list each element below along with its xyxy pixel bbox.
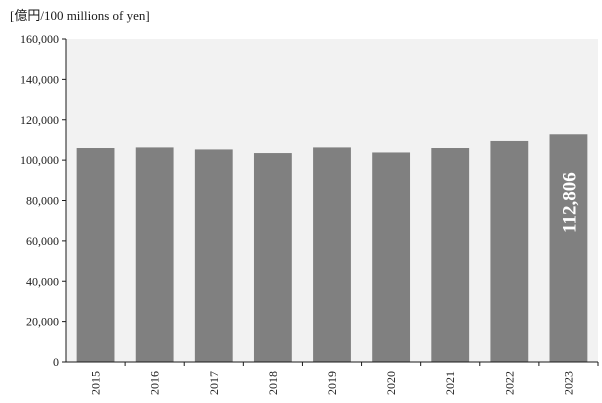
y-axis-unit-label: [億円/100 millions of yen] (10, 8, 150, 23)
data-label-2023: 112,806 (559, 172, 580, 233)
x-ticks-group: 2015 2016 2017 2018 2019 2020 2021 2022 2023 (89, 362, 599, 395)
y-tick-label: 80,000 (26, 194, 59, 208)
x-tick-label-2018: 2018 (266, 371, 280, 395)
bar-2020 (372, 152, 411, 362)
bar-2021 (431, 148, 470, 362)
bars-group (76, 134, 588, 362)
x-tick-label-2015: 2015 (89, 371, 103, 395)
x-tick-label-2017: 2017 (207, 371, 221, 395)
bar-2018 (253, 153, 292, 362)
x-tick-label-2021: 2021 (443, 371, 457, 395)
y-tick-label: 140,000 (20, 72, 59, 86)
y-tick-label: 40,000 (26, 274, 59, 288)
x-tick-label-2023: 2023 (561, 371, 575, 395)
y-tick-label: 0 (53, 355, 59, 369)
bar-2023 (549, 134, 588, 362)
x-tick-label-2019: 2019 (325, 371, 339, 395)
bar-2022 (490, 140, 529, 362)
y-tick-label: 100,000 (20, 153, 59, 167)
y-tick-label: 60,000 (26, 234, 59, 248)
y-tick-label: 160,000 (20, 32, 59, 46)
x-tick-label-2016: 2016 (148, 371, 162, 395)
bar-2015 (76, 148, 115, 362)
y-tick-label: 20,000 (26, 315, 59, 329)
bar-2019 (313, 147, 351, 362)
data-labels-group: 112,806 (559, 172, 580, 233)
x-tick-label-2020: 2020 (384, 371, 398, 395)
y-tick-label: 120,000 (20, 113, 59, 127)
x-tick-label-2022: 2022 (502, 371, 516, 395)
y-ticks-group: 0 20,000 40,000 60,000 80,000 100,000 120,000 1… (20, 32, 66, 369)
bar-2016 (135, 147, 174, 362)
bar-2017 (194, 149, 233, 362)
